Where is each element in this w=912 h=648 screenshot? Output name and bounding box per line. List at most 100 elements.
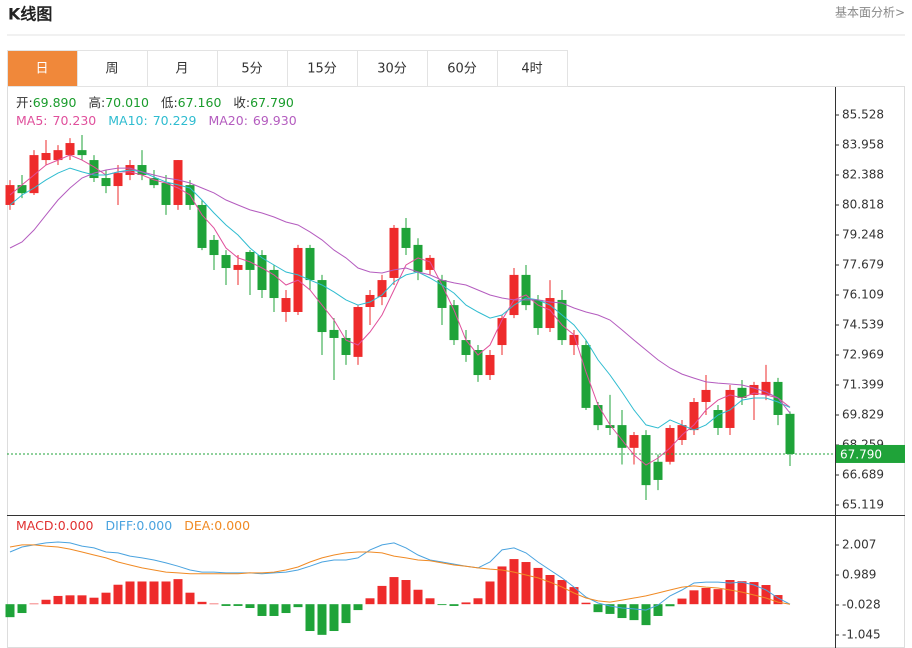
tab[interactable]	[497, 50, 568, 87]
legend-name: 低:	[161, 95, 178, 110]
tab[interactable]	[77, 50, 148, 87]
legend-name: MA10:	[108, 113, 147, 128]
y-tick-label: 0.989	[842, 568, 876, 582]
macd-bar	[161, 581, 171, 605]
macd-bar	[593, 604, 603, 613]
macd-bar	[389, 577, 399, 605]
candle-body	[473, 350, 483, 376]
y-tick-label: 74.539	[842, 317, 884, 331]
macd-bar	[521, 562, 531, 605]
tab-label[interactable]: 60分	[447, 62, 477, 77]
tab-label[interactable]: 月	[175, 62, 188, 77]
tab[interactable]	[287, 50, 358, 87]
legend-value: 70.010	[105, 95, 149, 110]
macd-bar	[617, 604, 627, 619]
legend-name: DEA:	[184, 518, 214, 533]
candle-body	[233, 264, 243, 270]
legend-value: 67.160	[178, 95, 222, 110]
candle-body	[629, 435, 639, 448]
legend-name: MACD:	[16, 518, 58, 533]
macd-bar	[89, 597, 99, 605]
macd-bar	[233, 604, 243, 606]
y-tick-label: 76.109	[842, 287, 884, 301]
candle-body	[101, 178, 111, 187]
macd-bar	[329, 604, 339, 632]
candle-body	[545, 298, 555, 329]
legend-value: 69.930	[253, 113, 297, 128]
tab-label[interactable]: 日	[35, 62, 48, 77]
tab[interactable]	[217, 50, 288, 87]
candle-body	[509, 274, 519, 316]
macd-bar	[473, 598, 483, 605]
legend-value: 70.230	[53, 113, 97, 128]
macd-bar	[509, 559, 519, 605]
y-tick-label: 85.528	[842, 108, 884, 122]
candle-body	[665, 427, 675, 462]
macd-bar	[353, 604, 363, 611]
candle-body	[701, 389, 711, 402]
macd-bar	[65, 595, 75, 605]
tab[interactable]	[357, 50, 428, 87]
tab-label[interactable]: 5分	[241, 62, 262, 77]
macd-bar	[485, 581, 495, 605]
legend: MACD:0.000 DIFF:0.000 DEA:0.000	[16, 518, 250, 533]
macd-bar	[101, 592, 111, 605]
candle-body	[53, 150, 63, 161]
candle-body	[365, 294, 375, 308]
candle-body	[41, 152, 51, 161]
candle-body	[653, 461, 663, 480]
candle-body	[533, 299, 543, 329]
legend-value: 67.790	[250, 95, 294, 110]
candle-body	[257, 255, 267, 291]
tab-label[interactable]: 4时	[521, 62, 542, 77]
analysis-link[interactable]: 基本面分析>	[835, 6, 905, 20]
y-tick-label: 71.399	[842, 377, 884, 391]
macd-bar	[305, 604, 315, 632]
tab[interactable]	[7, 50, 78, 87]
candle-body	[605, 425, 615, 428]
y-tick-label: 66.689	[842, 468, 884, 482]
y-tick-label: -1.045	[842, 627, 881, 641]
candle-body	[641, 435, 651, 486]
candle-body	[65, 143, 75, 156]
candle-body	[209, 239, 219, 256]
macd-bar	[425, 598, 435, 605]
tab-label[interactable]: 15分	[307, 62, 337, 77]
candle-body	[437, 280, 447, 308]
y-tick-label: 80.818	[842, 198, 884, 212]
legend-name: 开:	[16, 95, 33, 110]
candle-body	[401, 227, 411, 248]
macd-bar	[773, 595, 783, 605]
legend-value: 0.000	[214, 518, 250, 533]
candle-body	[677, 425, 687, 441]
macd-bar	[197, 601, 207, 605]
candle-body	[749, 384, 759, 395]
macd-bar	[677, 598, 687, 605]
ma-line	[9, 167, 791, 414]
macd-bar	[641, 604, 651, 626]
legend: 开:69.890 高:70.010 低:67.160 收:67.790	[16, 95, 294, 110]
candle-body	[77, 150, 87, 156]
macd-bar	[437, 604, 447, 606]
candle-body	[245, 251, 255, 270]
tab-label[interactable]: 30分	[377, 62, 407, 77]
macd-bar	[701, 587, 711, 605]
macd-bar	[653, 604, 663, 616]
candle-body	[113, 173, 123, 187]
macd-line	[9, 544, 791, 605]
candle-body	[725, 389, 735, 428]
macd-bar	[449, 604, 459, 606]
candle-body	[5, 185, 15, 205]
tab-label[interactable]: 周	[105, 62, 118, 77]
macd-bar	[113, 584, 123, 605]
candle-body	[761, 381, 771, 395]
macd-bar	[749, 582, 759, 605]
candle-body	[497, 318, 507, 346]
macd-bar	[209, 603, 219, 605]
candle-body	[461, 340, 471, 355]
y-tick-label: 65.119	[842, 498, 884, 512]
tab[interactable]	[427, 50, 498, 87]
macd-bar	[17, 604, 27, 614]
macd-bar	[761, 585, 771, 605]
